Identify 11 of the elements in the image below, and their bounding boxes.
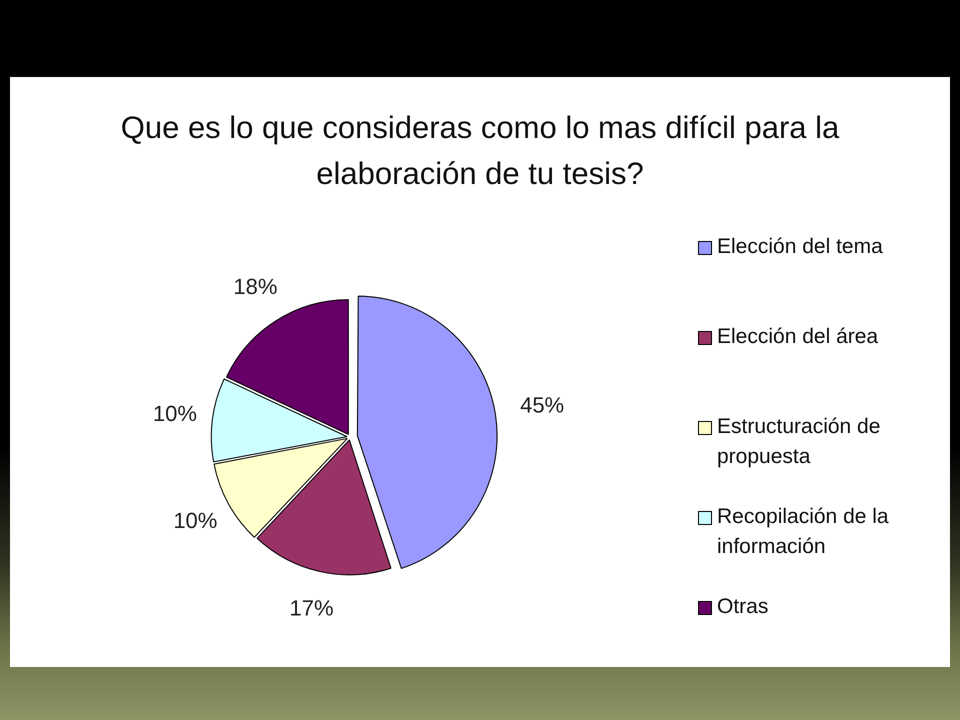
legend-label: Otras bbox=[717, 594, 768, 620]
legend-label: Elección del tema bbox=[717, 234, 883, 260]
data-label: 17% bbox=[289, 595, 334, 620]
legend-label: Estructuración de propuesta bbox=[717, 414, 882, 470]
data-label: 10% bbox=[152, 400, 197, 426]
legend-label: Elección del área bbox=[717, 324, 878, 350]
data-label: 10% bbox=[173, 508, 218, 534]
chart-title: Que es lo que consideras como lo mas difícil para la elaboración de tu tesis? bbox=[120, 109, 840, 193]
data-label: 18% bbox=[233, 274, 278, 300]
data-label: 45% bbox=[520, 392, 564, 418]
legend-label: Recopilación de la información bbox=[717, 504, 890, 560]
